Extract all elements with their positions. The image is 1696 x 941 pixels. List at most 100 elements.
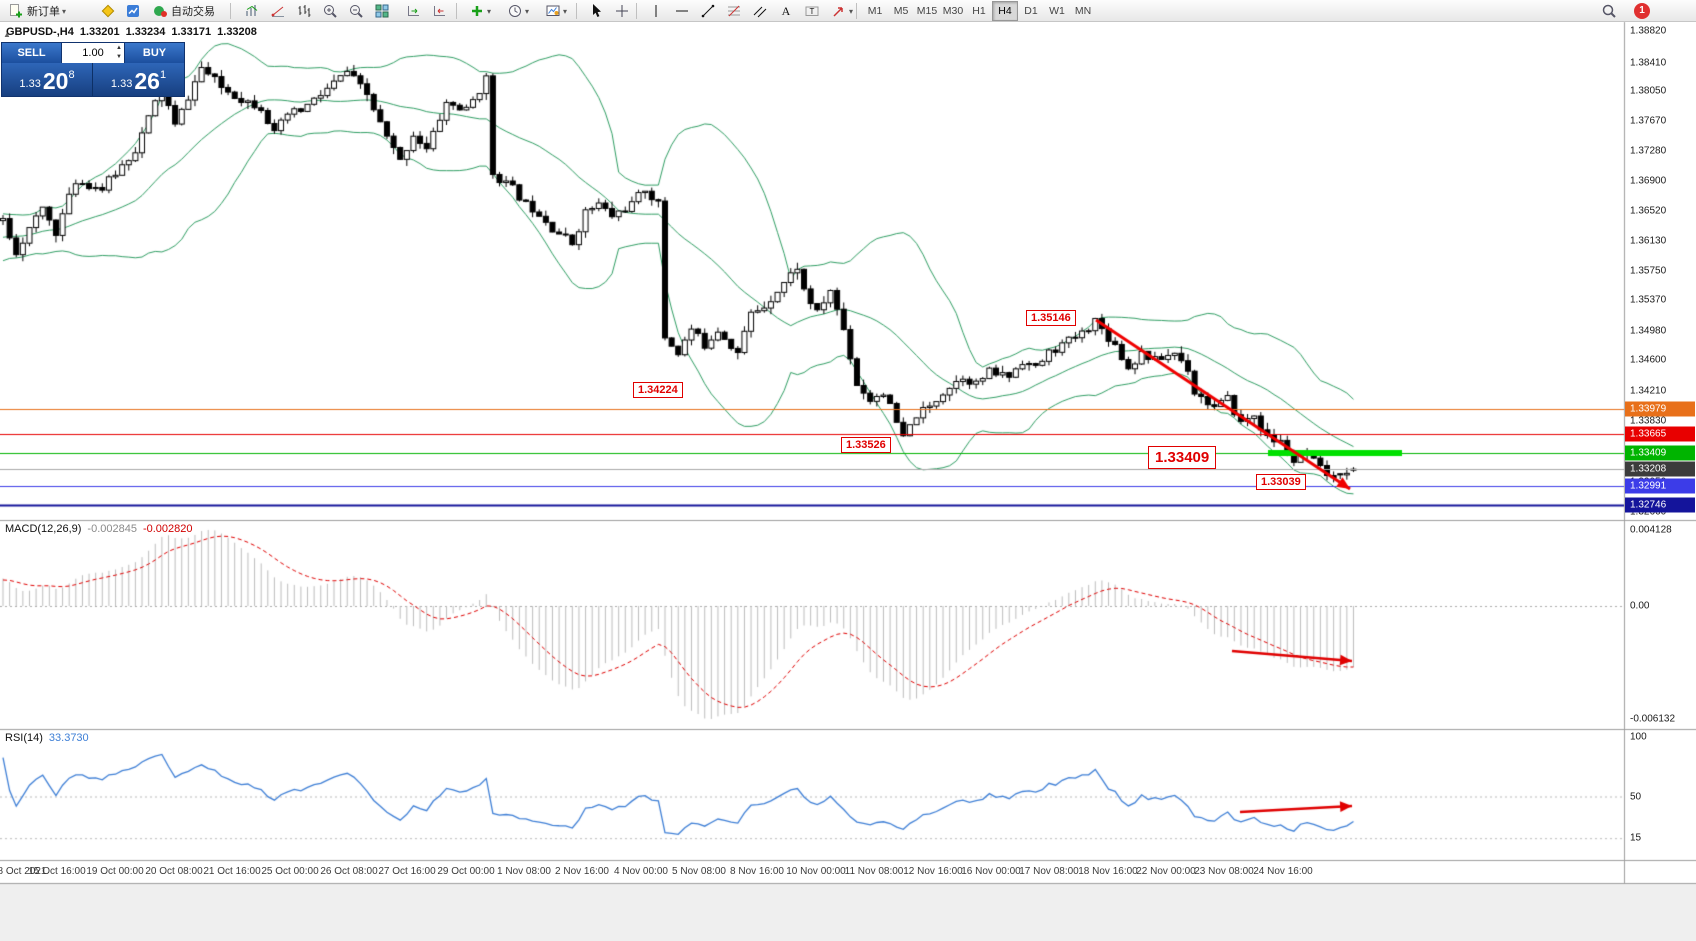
cursor-button[interactable] [584,1,608,21]
bar-chart-button[interactable] [292,1,316,21]
new-order-icon [10,4,22,18]
horizontal-line-button[interactable] [670,1,694,21]
text-label-button[interactable]: T [800,1,824,21]
fibonacci-button[interactable] [722,1,746,21]
macd-header: MACD(12,26,9) -0.002845 -0.002820 [5,523,193,535]
time-axis-label: 15 Oct 16:00 [28,866,86,877]
buy-price-big: 26 [134,68,160,94]
text-label-icon: T [805,6,819,16]
volume-down-icon[interactable]: ▼ [116,54,122,60]
price-axis-tick: 1.36900 [1630,175,1667,187]
price-tag: 1.32746 [1625,497,1695,513]
buy-button[interactable]: BUY [124,43,184,63]
price-axis-tick: 1.35750 [1630,265,1667,277]
market-watch-icon [127,5,139,17]
toolbar-separator [636,3,637,19]
zoom-in-icon [324,5,337,18]
svg-text:T: T [810,7,815,16]
timeframe-button-m30[interactable]: M30 [940,1,966,21]
timeframe-button-mn[interactable]: MN [1070,1,1096,21]
time-axis-label: 10 Nov 00:00 [786,866,846,877]
objects-list-icon [271,6,284,17]
volume-field[interactable]: 1.00 ▲ ▼ [62,43,124,63]
price-callout[interactable]: 1.33526 [841,437,891,453]
time-axis-label: 16 Nov 00:00 [961,866,1021,877]
objects-list-button[interactable] [266,1,290,21]
vertical-line-icon [655,5,657,17]
macd-name: MACD(12,26,9) [5,523,82,535]
time-axis-label: 17 Nov 08:00 [1019,866,1079,877]
price-axis-tick: 1.37280 [1630,145,1667,157]
rsi-axis-label: 100 [1630,731,1647,743]
sell-button[interactable]: SELL [2,43,62,63]
tile-windows-icon [375,4,389,18]
crosshair-button[interactable] [610,1,634,21]
price-tag: 1.33665 [1625,426,1695,441]
auto-scroll-button[interactable] [402,1,426,21]
buy-price[interactable]: 1.33 26 1 [93,63,184,96]
timeframe-button-h4[interactable]: H4 [992,1,1018,21]
volume-up-icon[interactable]: ▲ [116,45,122,51]
time-axis-label: 18 Nov 16:00 [1078,866,1138,877]
notification-badge[interactable]: 1 [1634,3,1650,19]
chart-shift-button[interactable] [428,1,452,21]
metaeditor-icon [101,4,115,18]
time-axis-label: 2 Nov 16:00 [555,866,609,877]
indicators-button[interactable] [240,1,264,21]
sell-price-big: 20 [42,68,69,94]
toolbar-separator [576,3,577,19]
price-axis-tick: 1.38050 [1630,85,1667,97]
svg-text:A: A [782,4,791,18]
volume-spinner[interactable]: ▲ ▼ [116,44,122,62]
timeframe-button-m1[interactable]: M1 [862,1,888,21]
new-chart-button[interactable]: ▾ [464,1,496,21]
timeframe-button-h1[interactable]: H1 [966,1,992,21]
tile-windows-button[interactable] [370,1,394,21]
vertical-line-button[interactable] [644,1,668,21]
macd-main-value: -0.002845 [87,523,137,535]
symbol-info: GBPUSD-,H4 1.33201 1.33234 1.33171 1.33208 [6,26,263,38]
macd-axis-label: 0.004128 [1630,524,1672,536]
channel-button[interactable] [748,1,772,21]
toolbar-separator [856,3,857,19]
price-callout[interactable]: 1.34224 [633,382,683,398]
market-watch-button[interactable] [121,1,145,21]
sell-price[interactable]: 1.33 20 8 [2,63,93,96]
price-callout[interactable]: 1.33039 [1256,474,1306,490]
price-axis-tick: 1.36520 [1630,205,1667,217]
trendline-button[interactable] [696,1,720,21]
timeframe-button-d1[interactable]: D1 [1018,1,1044,21]
text-button[interactable]: A [774,1,798,21]
zoom-out-button[interactable] [344,1,368,21]
time-axis-label: 1 Nov 08:00 [497,866,551,877]
indicators-icon [246,5,258,16]
templates-button[interactable]: ▾ [540,1,572,21]
search-button[interactable] [1596,1,1622,21]
new-order-button[interactable]: 新订单 ▾ [4,1,70,21]
collapse-trade-panel-icon[interactable]: ▲ [3,30,11,39]
price-callout[interactable]: 1.33409 [1148,446,1217,469]
timeframe-button-m5[interactable]: M5 [888,1,914,21]
rsi-name: RSI(14) [5,732,43,744]
price-tag: 1.33409 [1625,445,1695,461]
price-tag: 1.33979 [1625,401,1695,417]
time-axis-label: 26 Oct 08:00 [320,866,378,877]
time-axis-label: 24 Nov 16:00 [1253,866,1313,877]
macd-axis-label: 0.00 [1630,600,1650,612]
price-axis-tick: 1.38820 [1630,25,1667,37]
autotrading-button[interactable]: 自动交易 [148,1,219,21]
timeframe-button-m15[interactable]: M15 [914,1,940,21]
periods-button[interactable]: ▾ [502,1,534,21]
zoom-in-button[interactable] [318,1,342,21]
chevron-down-icon: ▾ [562,6,567,16]
sell-price-sup: 8 [68,69,75,81]
arrows-tool-button[interactable]: ▾ [826,1,858,21]
chevron-down-icon: ▾ [848,6,853,16]
metaeditor-button[interactable] [96,1,120,21]
timeframe-button-w1[interactable]: W1 [1044,1,1070,21]
chart-shift-icon [434,6,445,16]
price-callout[interactable]: 1.35146 [1026,310,1076,326]
price-axis-tick: 1.35370 [1630,294,1667,306]
new-chart-icon [471,6,482,16]
